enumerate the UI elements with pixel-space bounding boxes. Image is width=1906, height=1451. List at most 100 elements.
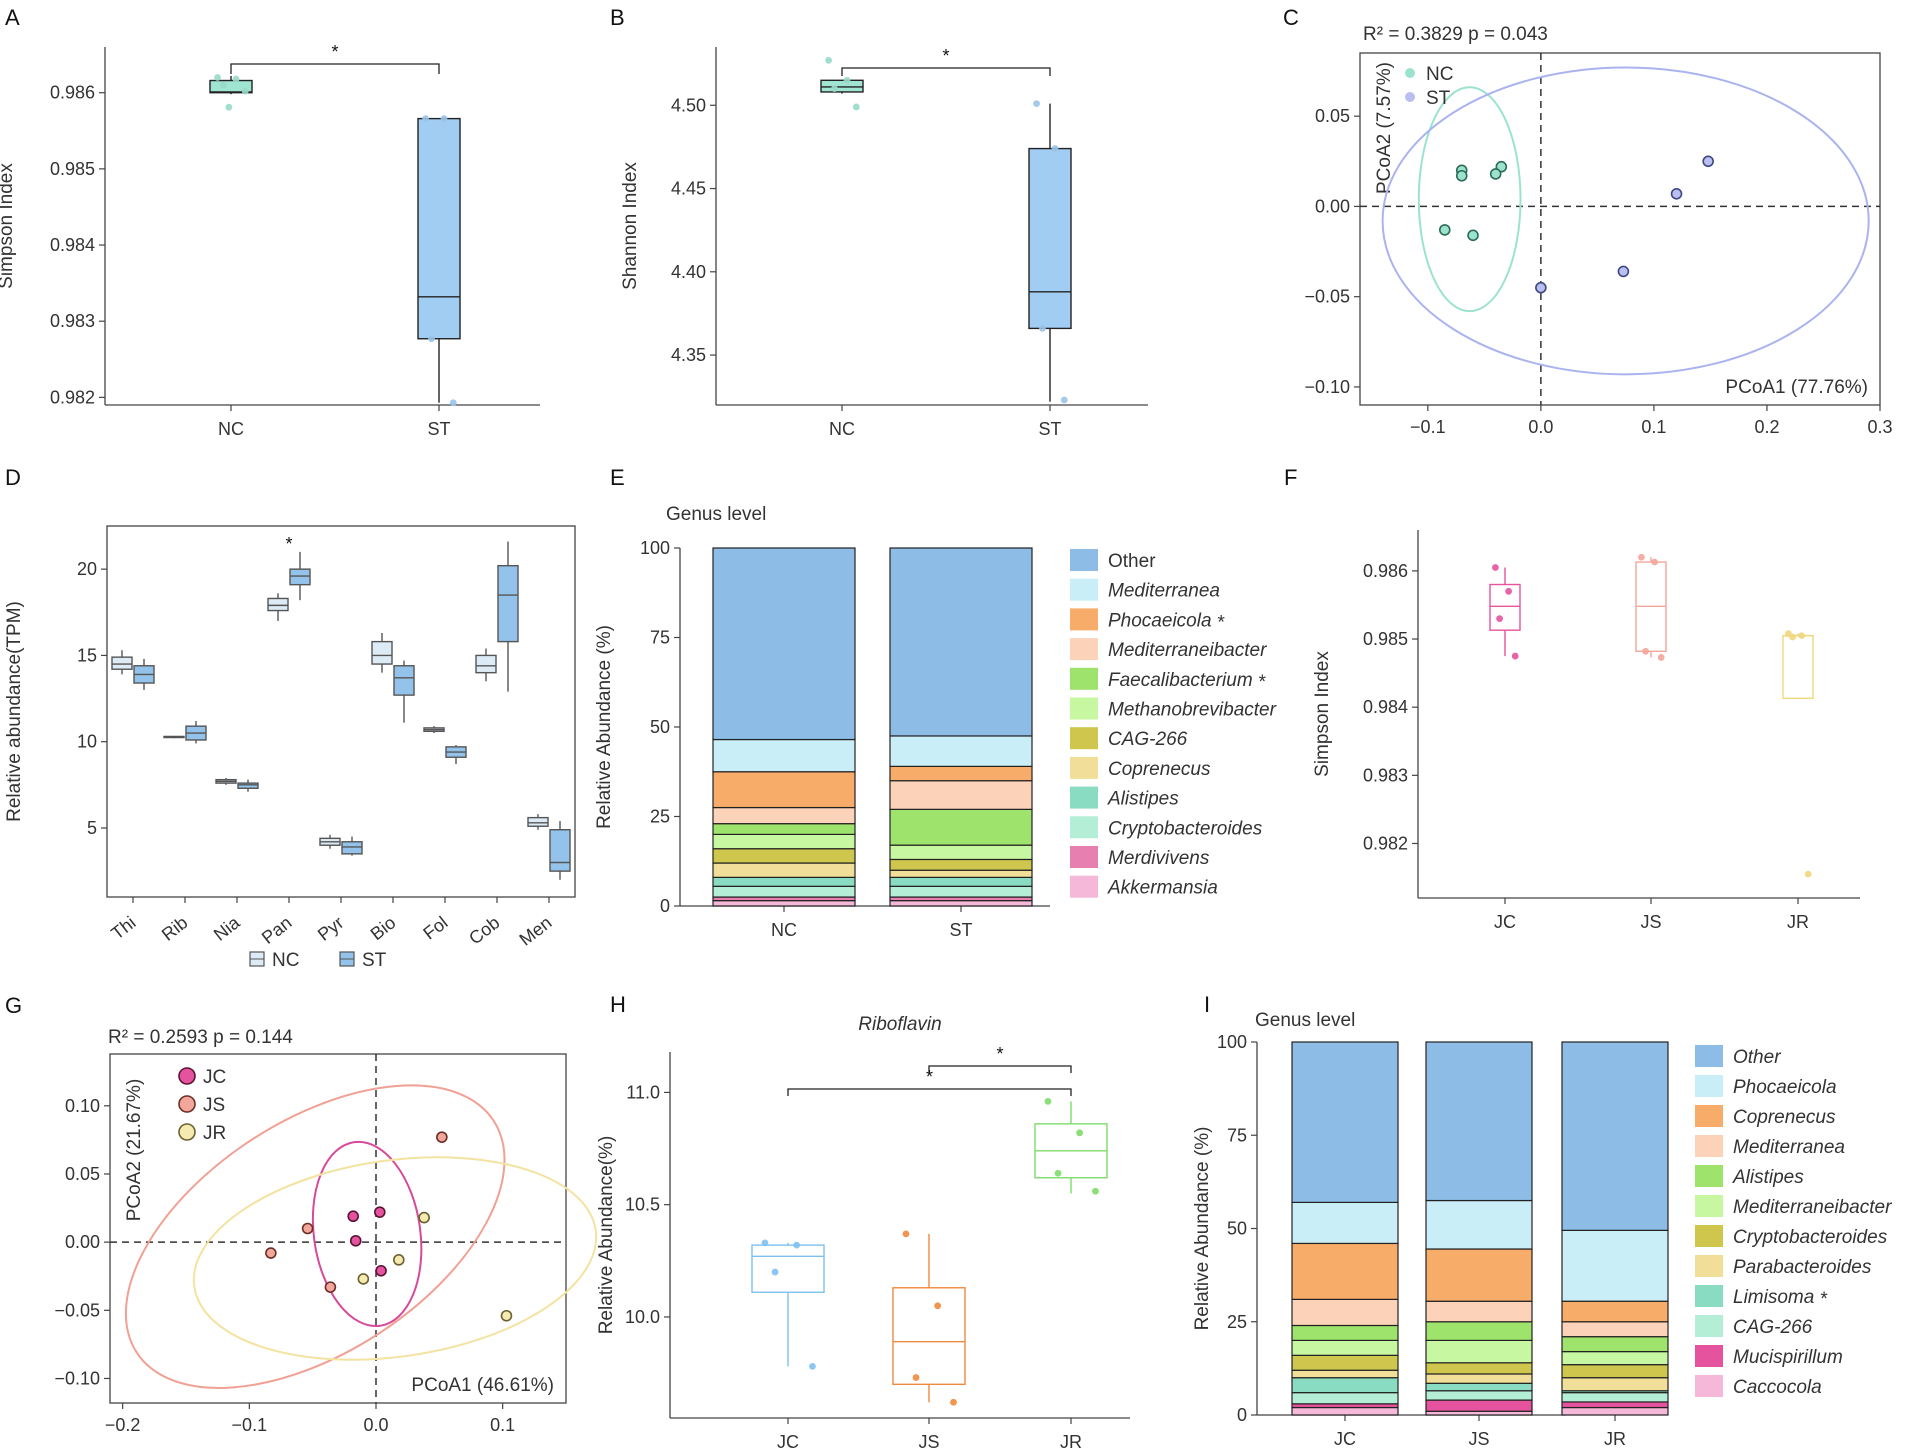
data-point [1467,229,1479,242]
legend-label: Caccocola [1733,1377,1822,1398]
legend-swatch [1695,1105,1723,1127]
bar-segment [1561,1364,1669,1379]
legend-swatch [1695,1045,1723,1067]
bar-segment [1425,1199,1533,1250]
plot-frame [1359,52,1881,406]
x-tick-label: 0.0 [363,1415,388,1435]
x-category-label: Rib [158,912,192,944]
box-body [820,79,864,93]
legend-label: Phocaeicola [1108,610,1212,631]
y-tick-label: −0.05 [54,1300,100,1320]
legend-label: Methanobrevibacter [1108,700,1277,721]
x-category-label: ST [1038,419,1061,439]
bar-segment [1561,1300,1669,1323]
box-jc [1489,564,1521,660]
y-tick-label: 10.0 [625,1307,660,1327]
y-tick-label: 0.10 [65,1096,100,1116]
y-axis-label: Relative Abundance(%) [596,1136,617,1335]
bar-segment [889,780,1033,810]
bar-segment [889,844,1033,861]
legend-label: Mediterraneibacter [1733,1197,1892,1218]
significance-bracket [787,1088,1072,1096]
x-category-label: JS [918,1432,939,1451]
legend-swatch [1695,1165,1723,1187]
legend-label: Coprenecus [1108,759,1211,780]
y-tick-label: 10.5 [625,1195,660,1215]
data-point [1798,632,1805,640]
bar-segment [889,869,1033,878]
data-point [1092,1187,1099,1195]
box-body [751,1244,825,1293]
data-point [232,75,240,83]
series-jc [347,1206,387,1277]
box-body [237,782,259,789]
panel-g: G −0.2 −0.1 0.0 0.1 −0.10 −0.05 0.00 0.05 0.10 R² … [5,993,598,1435]
data-point [1438,224,1451,236]
bar-segment [1561,1401,1669,1409]
legend-swatch [1695,1225,1723,1247]
box-body [393,665,415,696]
y-tick-label: 4.35 [671,345,706,365]
legend-swatch [1070,786,1098,809]
data-point [843,76,851,84]
y-tick-label: 0 [660,896,670,916]
y-tick-label: 0.982 [1363,833,1408,853]
bar-segment [712,738,856,773]
bar-st [889,547,1033,907]
bar-segment [712,547,856,741]
legend-label: CAG-266 [1733,1317,1813,1338]
box-jr [1034,1097,1108,1195]
bar-segment [1561,1406,1669,1416]
chart-title: Genus level [1255,1010,1355,1031]
data-point [225,103,233,111]
significance-star: * [1259,672,1267,693]
x-category-label: Pyr [314,912,348,944]
y-tick-label: 0.985 [50,159,95,179]
x-category-label: JR [1787,912,1809,932]
x-category-label: ST [427,419,450,439]
legend-label: Parabacteroides [1733,1257,1872,1278]
data-point [1702,155,1714,168]
y-axis-label: PCoA2 (21.67%) [124,1079,145,1222]
legend-swatch [1070,667,1098,690]
legend-label: Merdivivens [1108,848,1210,869]
legend-label: JC [203,1067,226,1088]
bar-segment [712,862,856,878]
box-nc [209,74,253,111]
x-category-label: Men [516,912,556,949]
series-nc [111,593,549,849]
y-tick-label: 4.45 [671,179,706,199]
y-tick-label: 50 [650,717,670,737]
data-point [418,1211,430,1224]
series-nc [1438,160,1508,242]
y-tick-label: 4.40 [671,262,706,282]
x-tick-label: 0.1 [490,1415,515,1435]
bar-segment [889,765,1033,782]
y-tick-label: 0.986 [1363,561,1408,581]
significance-star: * [285,534,292,554]
box-body [1028,147,1072,330]
y-tick-label: 5 [87,818,97,838]
legend-swatch [1695,1075,1723,1097]
y-tick-label: 15 [77,645,97,665]
bar-segment [1291,1406,1399,1416]
data-point [1617,265,1630,278]
bar-segment [1291,1392,1399,1405]
legend-label: JS [203,1095,225,1116]
data-point [347,1210,360,1223]
significance-star: * [942,46,949,66]
data-point [793,1241,801,1249]
data-point [1492,564,1499,571]
panel-c: C −0.1 0.0 0.1 0.2 0.3 −0.10 −0.05 0.00 0.05 R² = … [1283,5,1893,437]
data-point [1651,558,1658,566]
data-point [831,85,838,93]
data-point [1638,553,1645,561]
bar-segment [712,876,856,887]
confidence-ellipse [1417,86,1522,313]
x-category-label: JS [1468,1429,1489,1449]
data-point [1505,587,1512,595]
legend-label: Cryptobacteroides [1733,1227,1888,1248]
bar-segment [889,876,1033,887]
stat-annotation: R² = 0.2593 p = 0.144 [108,1027,293,1048]
